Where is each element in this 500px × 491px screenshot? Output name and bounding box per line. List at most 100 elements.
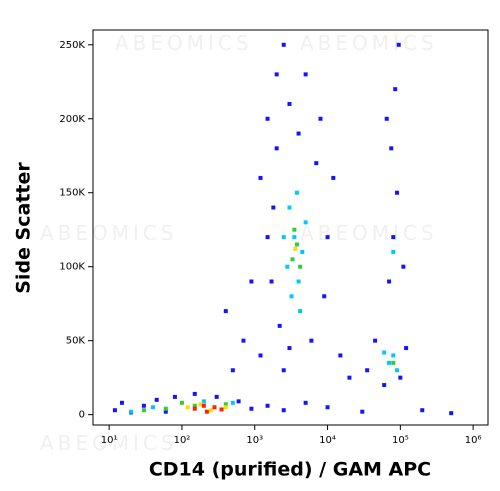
point (141, 408, 146, 413)
y-tick-label: 0 (79, 410, 85, 421)
point (396, 42, 401, 47)
x-tick-label: 10⁴ (319, 435, 336, 446)
point (129, 409, 134, 414)
point (331, 175, 336, 180)
point (277, 323, 282, 328)
point (449, 411, 454, 416)
point (391, 249, 396, 254)
point (185, 405, 190, 410)
point (298, 264, 303, 269)
point (373, 338, 378, 343)
point (271, 205, 276, 210)
y-tick-label: 50K (66, 336, 86, 347)
point (347, 375, 352, 380)
point (338, 353, 343, 358)
point (179, 400, 184, 405)
point (391, 235, 396, 240)
point (163, 406, 168, 411)
point (281, 368, 286, 373)
point (298, 309, 303, 314)
point (204, 409, 209, 414)
point (258, 175, 263, 180)
x-tick-label: 10² (174, 435, 191, 446)
point (154, 397, 159, 402)
y-tick-label: 200K (59, 114, 85, 125)
point (393, 87, 398, 92)
point (404, 346, 409, 351)
point (258, 353, 263, 358)
watermark: ABEOMICS (40, 431, 178, 455)
plot-frame (92, 29, 489, 426)
point (274, 72, 279, 77)
point (296, 279, 301, 284)
point (223, 309, 228, 314)
point (285, 264, 290, 269)
point (112, 408, 117, 413)
point (325, 235, 330, 240)
point (230, 400, 235, 405)
point (309, 338, 314, 343)
point (287, 346, 292, 351)
point (294, 190, 299, 195)
point (249, 279, 254, 284)
watermark: ABEOMICS (115, 31, 253, 55)
point (265, 403, 270, 408)
watermark: ABEOMICS (300, 221, 438, 245)
point (172, 394, 177, 399)
point (274, 146, 279, 151)
point (401, 264, 406, 269)
point (314, 161, 319, 166)
point (303, 72, 308, 77)
point (294, 242, 299, 247)
point (265, 235, 270, 240)
point (365, 368, 370, 373)
point (281, 42, 286, 47)
point (223, 402, 228, 407)
point (287, 205, 292, 210)
point (382, 383, 387, 388)
point (201, 399, 206, 404)
point (192, 406, 197, 411)
point (303, 400, 308, 405)
point (300, 249, 305, 254)
point (141, 403, 146, 408)
point (384, 116, 389, 121)
point (236, 399, 241, 404)
y-tick-label: 250K (59, 40, 85, 51)
point (163, 409, 168, 414)
point (391, 353, 396, 358)
point (119, 400, 124, 405)
point (201, 403, 206, 408)
point (387, 279, 392, 284)
point (290, 257, 295, 262)
x-tick-label: 10⁶ (465, 435, 482, 446)
point (395, 190, 400, 195)
point (303, 220, 308, 225)
point (281, 235, 286, 240)
point (208, 408, 213, 413)
x-tick-label: 10¹ (101, 435, 118, 446)
point (360, 409, 365, 414)
point (150, 405, 155, 410)
point (219, 407, 224, 412)
point (289, 294, 294, 299)
point (382, 350, 387, 355)
point (398, 375, 403, 380)
watermark: ABEOMICS (300, 31, 438, 55)
y-tick-label: 100K (59, 262, 85, 273)
point (387, 360, 392, 365)
x-axis-label: CD14 (purified) / GAM APC (149, 459, 431, 481)
point (395, 368, 400, 373)
point (391, 360, 396, 365)
point (192, 403, 197, 408)
point (420, 408, 425, 413)
point (223, 405, 228, 410)
point (287, 101, 292, 106)
y-tick-label: 150K (59, 188, 85, 199)
point (292, 235, 297, 240)
point (281, 408, 286, 413)
point (318, 116, 323, 121)
point (198, 402, 203, 407)
point (192, 391, 197, 396)
